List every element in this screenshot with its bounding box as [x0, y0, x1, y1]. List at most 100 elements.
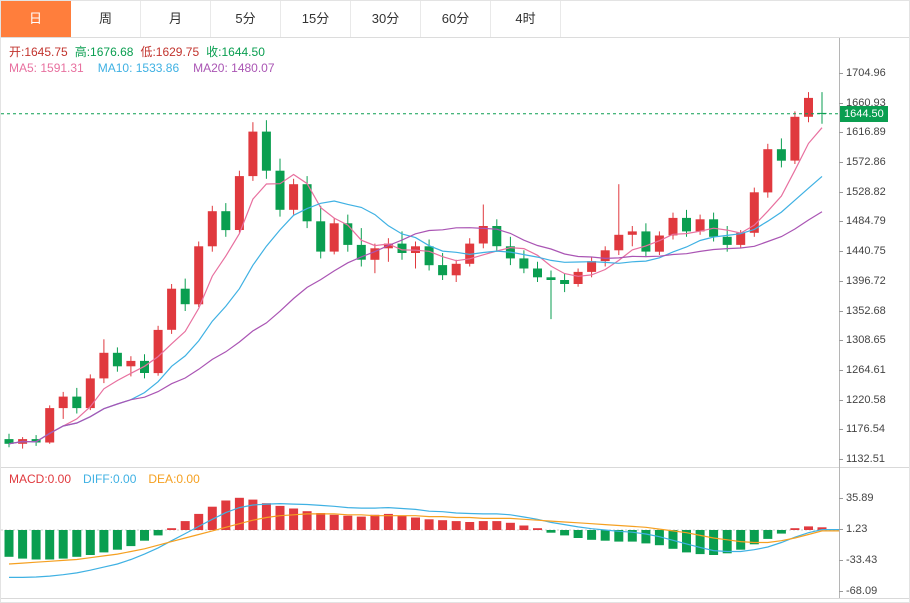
price-axis-label: 1308.65 — [846, 334, 886, 347]
candle-body — [614, 234, 624, 251]
macd-bar — [587, 530, 597, 540]
ma-value: MA20: 1480.07 — [193, 61, 275, 75]
candle-body — [695, 219, 705, 232]
candle-body — [329, 223, 339, 252]
candle-body — [316, 221, 326, 252]
candle-body — [289, 184, 299, 210]
candle-body — [194, 246, 204, 305]
candle-body — [790, 116, 800, 161]
candle-body — [465, 243, 475, 264]
tab-4时[interactable]: 4时 — [491, 1, 561, 37]
tab-日[interactable]: 日 — [1, 1, 71, 37]
macd-bar — [58, 530, 68, 559]
axis-tick — [839, 73, 843, 74]
macd-bar — [207, 506, 217, 530]
bottom-divider — [1, 598, 909, 599]
ohlc-info: 开:1645.75 高:1676.68 低:1629.75 收:1644.50 — [9, 43, 272, 60]
candle-body — [72, 396, 82, 409]
ohlc-value: 收:1644.50 — [206, 45, 265, 59]
price-axis-label: 1616.89 — [846, 126, 886, 139]
candle-body — [682, 217, 691, 232]
candle-body — [45, 408, 55, 443]
macd-info: MACD:0.00 DIFF:0.00 DEA:0.00 — [9, 472, 212, 486]
macd-bar — [221, 500, 231, 530]
tab-60分[interactable]: 60分 — [421, 1, 491, 37]
tab-30分[interactable]: 30分 — [351, 1, 421, 37]
candle-body — [492, 226, 502, 247]
macd-bar — [776, 530, 786, 534]
macd-bar — [383, 513, 393, 530]
price-axis-label: 1704.96 — [846, 67, 886, 79]
axis-tick — [839, 102, 843, 104]
axis-tick — [839, 559, 843, 561]
axis-tick — [839, 191, 843, 193]
macd-bar — [356, 516, 366, 530]
candle-body — [451, 263, 461, 276]
tab-5分[interactable]: 5分 — [211, 1, 281, 37]
macd-bar — [329, 514, 339, 530]
macd-chart[interactable] — [1, 468, 839, 598]
macd-bar — [316, 513, 326, 530]
diff-line — [9, 502, 839, 579]
macd-value: DEA:0.00 — [148, 472, 200, 486]
axis-tick — [839, 399, 843, 401]
macd-bar — [72, 530, 82, 557]
macd-bar — [573, 530, 583, 538]
candle-body — [776, 149, 786, 161]
ma-value: MA10: 1533.86 — [97, 61, 180, 75]
macd-bar — [397, 515, 407, 530]
macd-bar — [668, 530, 678, 549]
candle-body — [4, 439, 14, 444]
axis-tick — [839, 132, 843, 134]
candle-body — [180, 288, 190, 305]
price-axis-label: 1132.51 — [846, 453, 885, 465]
tab-月[interactable]: 月 — [141, 1, 211, 37]
macd-bar — [505, 522, 515, 530]
macd-bar — [654, 530, 664, 546]
price-axis-label: 1660.93 — [846, 96, 886, 109]
candle-body — [519, 258, 529, 269]
macd-bar — [560, 530, 570, 536]
axis-tick — [839, 369, 843, 371]
macd-bar — [478, 521, 488, 530]
macd-axis-label: -68.09 — [846, 584, 878, 597]
candle-body — [763, 149, 773, 193]
macd-bar — [600, 530, 610, 541]
candle-body — [221, 211, 231, 231]
macd-bar — [248, 499, 258, 530]
dea-line — [8, 513, 839, 565]
price-axis-label: 1176.54 — [846, 423, 885, 436]
candle-body — [248, 131, 258, 177]
macd-bar — [438, 520, 448, 530]
macd-bar — [85, 530, 95, 555]
macd-bar — [153, 530, 163, 536]
candle-body — [397, 243, 407, 253]
macd-bar — [99, 530, 109, 553]
macd-bar — [533, 528, 542, 530]
macd-bar — [289, 508, 299, 530]
ma-line-ma5 — [8, 127, 823, 445]
tab-周[interactable]: 周 — [71, 1, 141, 37]
tab-15分[interactable]: 15分 — [281, 1, 351, 37]
macd-value: MACD:0.00 — [9, 472, 72, 486]
macd-bar — [140, 530, 149, 541]
candlestick-chart[interactable] — [1, 37, 839, 467]
candle-body — [736, 232, 746, 245]
macd-bar — [763, 530, 773, 539]
candle-body — [573, 271, 583, 284]
ma-value: MA5: 1591.31 — [9, 61, 84, 75]
ma-line-ma20 — [8, 211, 823, 445]
candle-body — [275, 170, 285, 210]
ma-info: MA5: 1591.31 MA10: 1533.86 MA20: 1480.07 — [9, 61, 289, 75]
axis-tick — [839, 497, 843, 499]
axis-tick — [839, 221, 843, 223]
macd-bar — [749, 530, 759, 545]
candle-body — [99, 352, 109, 379]
macd-value: DIFF:0.00 — [83, 472, 137, 486]
macd-bar — [627, 530, 637, 542]
candle-body — [126, 360, 136, 367]
macd-bar — [180, 521, 190, 530]
macd-bar — [682, 530, 691, 553]
macd-bar — [614, 530, 624, 542]
macd-bar — [641, 530, 651, 544]
